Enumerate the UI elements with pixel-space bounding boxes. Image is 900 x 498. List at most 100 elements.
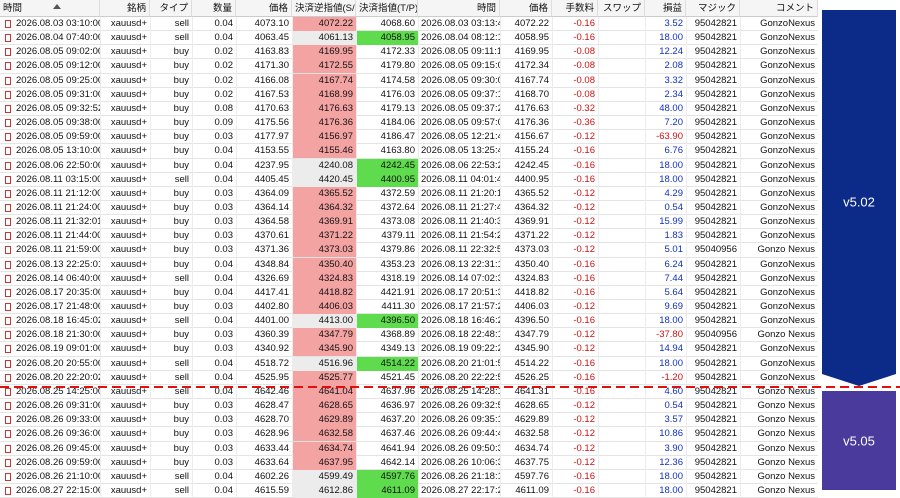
col-line bbox=[292, 215, 293, 230]
col-line bbox=[356, 17, 357, 32]
col-line bbox=[100, 413, 101, 428]
cell: 4413.00 bbox=[292, 314, 356, 329]
cell: GonzoNexus bbox=[760, 102, 815, 114]
cell: xauusd+ bbox=[110, 216, 147, 228]
cell: 2026.08.11 21:44:00 bbox=[16, 230, 100, 242]
col-line bbox=[192, 399, 193, 414]
cell: 4396.50 bbox=[514, 315, 549, 327]
cell: sell bbox=[174, 18, 189, 29]
cell: 4353.23 bbox=[380, 258, 415, 270]
cell: xauusd+ bbox=[110, 187, 147, 199]
cell: 4072.22 bbox=[292, 17, 356, 31]
col-line bbox=[100, 370, 101, 385]
cell: xauusd+ bbox=[110, 173, 147, 185]
cell: 0.03 bbox=[214, 456, 234, 468]
cell: 95042821 bbox=[694, 201, 737, 213]
cell: 3.57 bbox=[664, 414, 684, 426]
col-line bbox=[418, 469, 419, 484]
col-line bbox=[356, 356, 357, 371]
cell: 4634.74 bbox=[514, 442, 549, 454]
cell: 4602.26 bbox=[254, 470, 289, 482]
col-line bbox=[598, 285, 599, 300]
cell: GonzoNexus bbox=[760, 88, 815, 100]
cell: 2026.08.05 13:10:00 bbox=[16, 145, 100, 157]
cell: -0.12 bbox=[573, 216, 595, 228]
col-line bbox=[598, 413, 599, 428]
col-line bbox=[500, 300, 501, 315]
cell: 0.03 bbox=[214, 442, 234, 454]
cell: 4628.47 bbox=[254, 400, 289, 412]
col-line bbox=[100, 328, 101, 343]
cell: 4068.60 bbox=[380, 18, 415, 29]
col-line bbox=[740, 116, 741, 131]
cell: 4373.08 bbox=[380, 216, 415, 228]
cell: 6.24 bbox=[664, 258, 684, 270]
column-header: 価格 bbox=[236, 0, 292, 17]
col-line bbox=[645, 158, 646, 173]
cell: sell bbox=[174, 470, 189, 482]
cell: 4072.22 bbox=[514, 18, 549, 29]
cell: Gonzo Nexus bbox=[757, 385, 815, 397]
cell: GonzoNexus bbox=[760, 117, 815, 129]
col-line bbox=[192, 257, 193, 272]
column-header: スワップ bbox=[598, 0, 645, 17]
cell: buy bbox=[173, 343, 189, 355]
order-icon bbox=[5, 90, 11, 99]
col-line bbox=[686, 384, 687, 400]
col-line bbox=[552, 59, 553, 74]
cell: GonzoNexus bbox=[760, 159, 815, 171]
cell: -0.12 bbox=[573, 329, 595, 341]
cell: xauusd+ bbox=[110, 60, 147, 72]
cell: 4396.50 bbox=[356, 314, 418, 329]
row-line bbox=[0, 242, 818, 244]
cell: xauusd+ bbox=[110, 286, 147, 298]
col-line bbox=[356, 271, 357, 286]
cell: 4637.96 bbox=[380, 385, 415, 397]
column-header: 時間 bbox=[0, 0, 100, 17]
cell: 95042821 bbox=[694, 385, 737, 397]
cell: -1.20 bbox=[661, 371, 683, 383]
col-line bbox=[150, 413, 151, 428]
col-line bbox=[192, 31, 193, 46]
cell: 2026.08.05 09:32:52 bbox=[16, 102, 100, 114]
cell: -0.08 bbox=[573, 60, 595, 72]
order-icon bbox=[5, 472, 11, 481]
cell: 0.04 bbox=[214, 385, 234, 397]
cell: GonzoNexus bbox=[760, 258, 815, 270]
col-line bbox=[645, 87, 646, 102]
cell: 2026.08.11 21:59:00 bbox=[16, 244, 100, 256]
col-line bbox=[686, 158, 687, 173]
col-line bbox=[192, 243, 193, 258]
cell: 95042821 bbox=[694, 46, 737, 58]
cell: 4372.59 bbox=[380, 187, 415, 199]
col-line bbox=[100, 17, 101, 32]
cell: 4240.08 bbox=[292, 158, 356, 173]
order-icon bbox=[5, 331, 11, 340]
col-line bbox=[645, 413, 646, 428]
cell: 2026.08.19 09:22:23 bbox=[421, 343, 500, 355]
cell: 4184.06 bbox=[380, 117, 415, 129]
order-icon bbox=[5, 416, 11, 425]
cell: 2.08 bbox=[664, 60, 684, 72]
col-line bbox=[418, 427, 419, 442]
cell: 7.20 bbox=[664, 117, 684, 129]
col-line bbox=[686, 243, 687, 258]
cell: 4521.45 bbox=[380, 371, 415, 383]
order-icon bbox=[5, 104, 11, 113]
cell: 4163.83 bbox=[254, 46, 289, 58]
col-line bbox=[552, 342, 553, 357]
col-line bbox=[192, 172, 193, 187]
col-line bbox=[356, 31, 357, 46]
cell: -0.12 bbox=[573, 230, 595, 242]
col-line bbox=[645, 285, 646, 300]
col-line bbox=[740, 342, 741, 357]
cell: 4633.64 bbox=[254, 456, 289, 468]
col-line bbox=[100, 384, 101, 400]
cell: 4400.95 bbox=[356, 172, 418, 187]
col-line bbox=[150, 186, 151, 201]
col-line bbox=[418, 328, 419, 343]
cell: 0.02 bbox=[214, 60, 234, 72]
cell: 2026.08.11 21:27:46 bbox=[421, 201, 500, 213]
col-line bbox=[552, 370, 553, 385]
row-line bbox=[0, 313, 818, 315]
